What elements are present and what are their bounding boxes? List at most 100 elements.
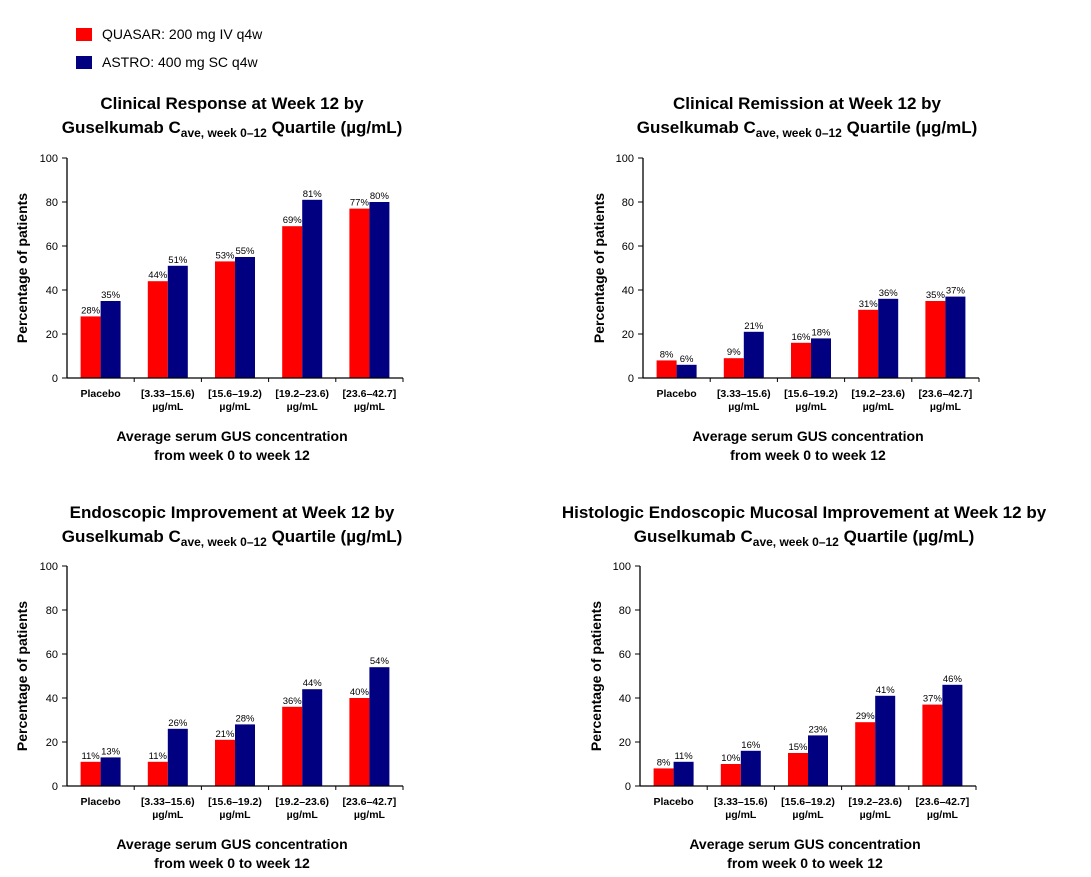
x-tick-label: Placebo: [80, 388, 120, 400]
data-label: 37%: [946, 286, 966, 297]
y-tick-label: 60: [619, 649, 631, 661]
data-label: 11%: [674, 751, 693, 762]
data-label: 28%: [235, 713, 255, 724]
y-axis-label: Percentage of patients: [588, 601, 604, 751]
x-tick-label: [19.2–23.6): [851, 388, 905, 400]
bar-astro: [369, 202, 390, 378]
data-label: 21%: [215, 729, 235, 740]
chart-title-line1: Clinical Remission at Week 12 by: [673, 94, 942, 113]
x-tick-label: [15.6–19.2): [784, 388, 838, 400]
bar-quasar: [723, 358, 744, 378]
x-tick-label: [23.6–42.7]: [343, 796, 397, 808]
x-tick-label: [3.33–15.6): [141, 796, 195, 808]
legend-label-quasar: QUASAR: 200 mg IV q4w: [102, 26, 263, 42]
x-tick-label: µg/mL: [354, 401, 386, 413]
chart-title-line2: Guselkumab Cave, week 0–12 Quartile (µg/…: [62, 527, 403, 549]
y-tick-label: 20: [619, 737, 631, 749]
bar-quasar: [788, 753, 808, 786]
data-label: 69%: [283, 215, 303, 226]
bar-astro: [235, 724, 255, 786]
y-tick-label: 20: [46, 737, 58, 749]
data-label: 54%: [370, 656, 390, 667]
data-label: 16%: [791, 332, 811, 343]
legend-item-quasar: QUASAR: 200 mg IV q4w: [76, 20, 262, 48]
bar-astro: [235, 257, 255, 378]
bar-astro: [676, 364, 697, 378]
x-axis-label-line2: from week 0 to week 12: [154, 855, 310, 871]
y-tick-label: 20: [46, 329, 58, 341]
bar-quasar: [147, 281, 168, 378]
data-label: 6%: [680, 354, 694, 365]
y-tick-label: 60: [622, 241, 634, 253]
bar-quasar: [925, 301, 946, 378]
x-tick-label: µg/mL: [728, 401, 760, 413]
bar-quasar: [858, 309, 879, 378]
data-label: 16%: [741, 740, 761, 751]
data-label: 9%: [727, 347, 741, 358]
bar-astro: [878, 298, 899, 378]
x-tick-label: µg/mL: [725, 809, 757, 821]
x-tick-label: [15.6–19.2): [208, 796, 262, 808]
chart-title-line2: Guselkumab Cave, week 0–12 Quartile (µg/…: [634, 527, 975, 549]
bar-quasar: [215, 739, 235, 786]
bar-astro: [302, 199, 323, 378]
x-tick-label: [3.33–15.6): [714, 796, 768, 808]
bar-quasar: [653, 768, 674, 786]
chart-title-line1: Endoscopic Improvement at Week 12 by: [70, 503, 395, 522]
data-label: 35%: [101, 290, 121, 301]
bar-quasar: [80, 761, 101, 786]
data-label: 36%: [879, 288, 899, 299]
y-tick-label: 0: [628, 373, 634, 385]
y-tick-label: 60: [46, 649, 58, 661]
x-tick-label: µg/mL: [860, 809, 892, 821]
y-tick-label: 0: [52, 781, 58, 793]
bar-astro: [811, 338, 831, 378]
x-tick-label: µg/mL: [219, 401, 251, 413]
bar-astro: [167, 728, 188, 786]
bar-astro: [167, 265, 188, 378]
chart-title-line2: Guselkumab Cave, week 0–12 Quartile (µg/…: [637, 118, 978, 140]
bar-astro: [302, 689, 323, 786]
chart-title-line2: Guselkumab Cave, week 0–12 Quartile (µg/…: [62, 118, 403, 140]
x-axis-label-line2: from week 0 to week 12: [154, 447, 310, 463]
x-tick-label: µg/mL: [152, 401, 184, 413]
y-tick-label: 40: [619, 693, 631, 705]
data-label: 44%: [148, 270, 168, 281]
x-tick-label: µg/mL: [354, 809, 386, 821]
y-tick-label: 0: [625, 781, 631, 793]
x-tick-label: [15.6–19.2): [208, 388, 262, 400]
chart-panel-1: Clinical Response at Week 12 by Guselkuma…: [14, 94, 404, 463]
bar-quasar: [349, 698, 370, 786]
data-label: 21%: [744, 321, 764, 332]
x-tick-label: µg/mL: [863, 401, 895, 413]
y-tick-label: 60: [46, 241, 58, 253]
data-label: 37%: [923, 694, 943, 705]
chart-panel-4: Histologic Endoscopic Mucosal Improvemen…: [562, 503, 1047, 871]
x-tick-label: [3.33–15.6): [141, 388, 195, 400]
bar-astro: [673, 761, 694, 786]
bar-quasar: [855, 722, 876, 786]
x-tick-label: µg/mL: [792, 809, 824, 821]
data-label: 11%: [149, 751, 168, 762]
data-label: 8%: [657, 757, 671, 768]
y-axis-label: Percentage of patients: [14, 193, 30, 343]
bar-quasar: [147, 761, 168, 786]
data-label: 18%: [811, 327, 831, 338]
x-tick-label: [23.6–42.7]: [916, 796, 970, 808]
legend-swatch-astro: [76, 55, 92, 69]
x-tick-label: [23.6–42.7]: [919, 388, 973, 400]
data-label: 41%: [876, 685, 896, 696]
x-axis-label-line1: Average serum GUS concentration: [116, 836, 347, 852]
y-tick-label: 40: [46, 285, 58, 297]
x-axis-label-line1: Average serum GUS concentration: [689, 836, 920, 852]
y-tick-label: 0: [52, 373, 58, 385]
y-tick-label: 80: [619, 605, 631, 617]
y-tick-label: 40: [622, 285, 634, 297]
bar-quasar: [791, 342, 811, 378]
y-tick-label: 100: [616, 153, 634, 165]
x-tick-label: [15.6–19.2): [781, 796, 835, 808]
bar-quasar: [215, 261, 235, 378]
legend-label-astro: ASTRO: 400 mg SC q4w: [102, 54, 258, 70]
bar-quasar: [656, 360, 677, 378]
